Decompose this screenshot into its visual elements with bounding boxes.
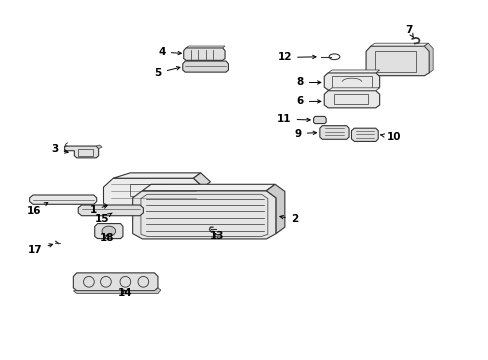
Polygon shape xyxy=(113,173,201,178)
Polygon shape xyxy=(193,173,210,187)
Text: 12: 12 xyxy=(277,53,315,63)
Polygon shape xyxy=(186,46,224,48)
Polygon shape xyxy=(78,205,143,216)
Polygon shape xyxy=(142,184,275,191)
Circle shape xyxy=(102,226,116,236)
Polygon shape xyxy=(95,224,122,239)
Polygon shape xyxy=(183,61,228,72)
Bar xyxy=(334,94,368,104)
Polygon shape xyxy=(327,70,379,73)
Text: 2: 2 xyxy=(279,214,297,224)
Text: 10: 10 xyxy=(380,132,400,142)
Polygon shape xyxy=(366,46,428,76)
Bar xyxy=(374,51,415,72)
Polygon shape xyxy=(73,273,158,291)
Polygon shape xyxy=(324,91,379,108)
Text: 6: 6 xyxy=(296,96,320,107)
Text: 9: 9 xyxy=(294,129,316,139)
Polygon shape xyxy=(103,178,203,208)
Polygon shape xyxy=(370,43,427,46)
Bar xyxy=(78,149,93,157)
Text: 4: 4 xyxy=(158,47,181,57)
Polygon shape xyxy=(183,48,224,60)
Text: 14: 14 xyxy=(118,288,132,298)
Polygon shape xyxy=(327,88,379,91)
Text: 15: 15 xyxy=(95,213,112,224)
Polygon shape xyxy=(266,184,285,234)
Text: 5: 5 xyxy=(154,67,180,78)
Text: 13: 13 xyxy=(209,231,224,242)
Text: 18: 18 xyxy=(100,233,114,243)
Text: 8: 8 xyxy=(296,77,320,87)
Polygon shape xyxy=(424,43,432,73)
Text: 17: 17 xyxy=(28,244,53,255)
Polygon shape xyxy=(30,195,97,204)
Polygon shape xyxy=(132,191,276,239)
Polygon shape xyxy=(324,73,379,90)
Bar xyxy=(130,184,169,196)
Text: 16: 16 xyxy=(27,202,48,216)
Text: 3: 3 xyxy=(51,144,68,154)
Text: 7: 7 xyxy=(405,25,413,38)
Text: 1: 1 xyxy=(89,205,107,215)
Polygon shape xyxy=(73,288,161,294)
Polygon shape xyxy=(313,116,325,123)
Text: 11: 11 xyxy=(277,114,309,124)
Polygon shape xyxy=(64,146,99,158)
Polygon shape xyxy=(96,145,102,149)
Polygon shape xyxy=(351,128,377,141)
Polygon shape xyxy=(319,126,348,139)
Bar xyxy=(331,76,371,88)
